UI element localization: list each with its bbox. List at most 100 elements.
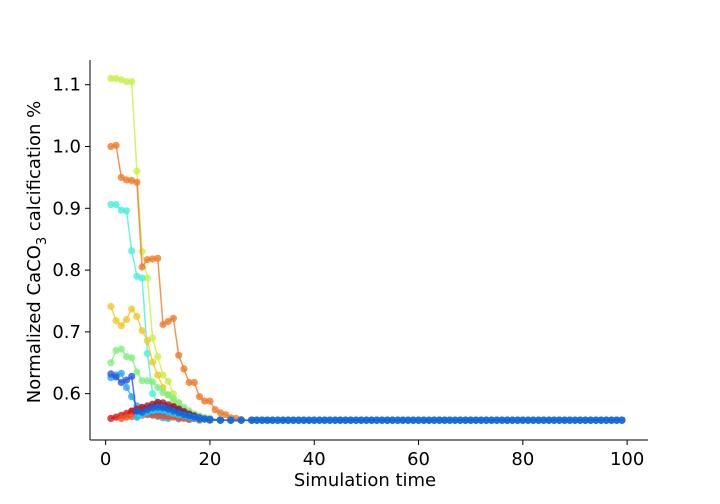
data-point (534, 416, 543, 424)
data-point (555, 416, 563, 424)
y-tick-label: 0.7 (52, 322, 81, 343)
data-point (164, 377, 172, 385)
data-point (122, 315, 131, 324)
data-point (456, 416, 464, 424)
data-point (430, 416, 438, 424)
data-point (618, 416, 626, 424)
data-point (195, 414, 204, 422)
data-point (227, 416, 235, 424)
data-point (143, 336, 151, 345)
x-tick-label: 20 (198, 449, 221, 470)
data-point (472, 416, 480, 424)
data-point (561, 416, 569, 424)
data-point (336, 416, 344, 424)
data-point (159, 320, 167, 329)
data-point (211, 406, 219, 414)
data-point (175, 399, 183, 407)
y-tick-label: 1.1 (52, 75, 81, 96)
data-point (112, 317, 120, 325)
data-point (446, 416, 454, 424)
data-point (112, 201, 120, 209)
data-point (185, 378, 193, 387)
data-point (581, 416, 590, 424)
data-point (566, 416, 574, 424)
data-point (117, 369, 125, 377)
data-point (122, 383, 131, 392)
data-point (248, 416, 256, 424)
data-point (133, 368, 141, 376)
data-point (133, 178, 141, 186)
series-12 (133, 403, 626, 424)
series-1 (107, 141, 626, 424)
y-axis-label: Normalized CaCO3 calcification % (24, 101, 50, 404)
data-point (143, 256, 151, 264)
data-point (112, 141, 120, 149)
data-point (138, 263, 146, 271)
data-point (503, 416, 511, 424)
y-tick-label: 0.6 (52, 384, 81, 405)
data-point (357, 416, 365, 424)
data-point (128, 354, 136, 362)
data-point (347, 416, 355, 424)
data-point (498, 416, 506, 424)
data-point (394, 416, 402, 424)
data-point (425, 416, 433, 424)
data-point (122, 78, 131, 86)
data-point (107, 201, 115, 209)
data-point (258, 416, 266, 424)
data-point (222, 411, 230, 419)
y-tick-label: 0.9 (52, 198, 81, 219)
data-point (404, 416, 412, 424)
data-point (112, 373, 120, 381)
data-point (284, 416, 292, 424)
data-point (540, 416, 548, 424)
x-tick-label: 80 (511, 449, 534, 470)
data-point (373, 416, 381, 424)
data-point (613, 416, 621, 424)
data-point (441, 416, 449, 424)
series-line (110, 144, 622, 421)
y-axis-label-tail: calcification % (24, 101, 45, 237)
data-point (154, 383, 162, 392)
data-point (138, 247, 146, 256)
y-axis-label-main: Normalized CaCO (24, 245, 45, 403)
data-point (122, 376, 131, 384)
data-point (154, 254, 162, 262)
x-axis-label: Simulation time (294, 470, 436, 491)
data-point (493, 416, 501, 424)
data-point (321, 416, 329, 424)
data-point (107, 74, 115, 83)
data-point (138, 327, 146, 335)
data-point (388, 416, 397, 424)
data-point (529, 416, 537, 424)
y-axis-label-subscript: 3 (35, 237, 50, 245)
data-point (201, 397, 209, 405)
data-point (602, 416, 610, 424)
y-tick-label: 1.0 (52, 137, 81, 158)
data-point (107, 359, 115, 367)
x-tick-label: 60 (407, 449, 430, 470)
y-tick-label: 0.8 (52, 260, 81, 281)
data-point (190, 378, 198, 387)
data-point (133, 167, 141, 175)
data-point (216, 416, 224, 424)
data-point (571, 416, 579, 424)
data-point (326, 416, 334, 424)
data-point (169, 395, 177, 403)
data-point (263, 416, 271, 424)
data-point (138, 377, 146, 385)
data-point (107, 370, 115, 378)
data-point (128, 372, 136, 380)
data-point (154, 403, 162, 411)
data-point (482, 416, 490, 424)
data-point (117, 322, 125, 330)
data-point (545, 416, 553, 424)
x-tick-label: 40 (303, 449, 326, 470)
data-point (274, 416, 282, 424)
data-point (435, 416, 443, 424)
data-point (519, 416, 527, 424)
data-point (607, 416, 616, 424)
data-point (107, 302, 115, 311)
data-point (399, 416, 407, 424)
data-point (201, 415, 209, 423)
